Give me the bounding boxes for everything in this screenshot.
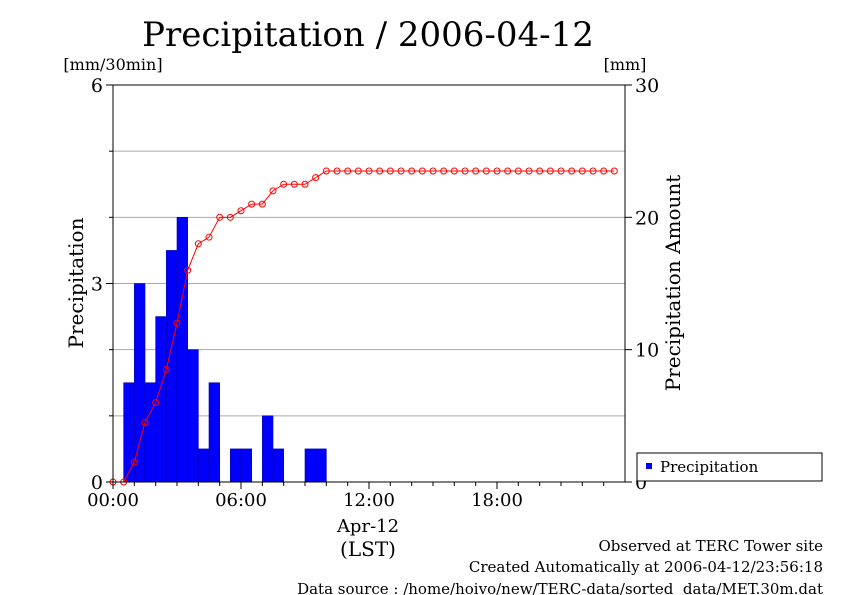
precipitation-bar (272, 448, 284, 483)
precipitation-amount-point (450, 167, 458, 175)
right-axis-unit: [mm] (604, 55, 647, 74)
precipitation-amount-point (269, 187, 277, 195)
precipitation-amount-point (130, 458, 138, 466)
precipitation-amount-point (141, 418, 149, 426)
x-axis-ticks: 00:00 06:00 12:00 18:00 (87, 482, 605, 511)
precipitation-bar (304, 448, 316, 483)
precipitation-bar (134, 283, 146, 483)
precipitation-amount-point (418, 167, 426, 175)
precipitation-amount-point (557, 167, 565, 175)
x-axis-date-label: Apr-12 (336, 516, 399, 537)
left-tick-label: 0 (91, 472, 103, 494)
precipitation-amount-point (440, 167, 448, 175)
x-tick-label: 18:00 (471, 490, 523, 511)
precipitation-amount-point (301, 180, 309, 188)
footer-observed: Observed at TERC Tower site (598, 537, 823, 555)
left-tick-label: 3 (91, 274, 103, 296)
precipitation-amount-point (258, 200, 266, 208)
legend-label: Precipitation (660, 458, 759, 476)
precipitation-amount-point (493, 167, 501, 175)
left-axis-label: Precipitation (64, 217, 88, 348)
precipitation-amount-point (472, 167, 480, 175)
precipitation-bar (240, 448, 252, 483)
precipitation-amount-point (333, 167, 341, 175)
precipitation-amount-point (184, 266, 192, 274)
precipitation-bar (144, 382, 156, 483)
precipitation-bar (155, 316, 167, 483)
right-tick-label: 10 (635, 340, 659, 362)
precipitation-amount-point (152, 399, 160, 407)
precipitation-amount-point (482, 167, 490, 175)
legend-box (636, 452, 823, 482)
x-tick-label: 06:00 (215, 490, 267, 511)
precipitation-bar (230, 448, 242, 483)
precipitation-amount-point (376, 167, 384, 175)
precipitation-amount-point (162, 366, 170, 374)
x-tick-label: 00:00 (87, 490, 139, 511)
precipitation-amount-point (546, 167, 554, 175)
precipitation-amount-point (461, 167, 469, 175)
precipitation-amount-point (408, 167, 416, 175)
left-axis-ticks: 0 3 6 (91, 75, 113, 494)
precipitation-bar (123, 382, 135, 483)
x-axis-timezone-label: (LST) (340, 537, 396, 561)
legend-swatch (646, 463, 652, 469)
precipitation-amount-point (237, 207, 245, 215)
precipitation-bar (262, 415, 274, 483)
precipitation-amount-point (173, 319, 181, 327)
precipitation-amount-point (429, 167, 437, 175)
right-axis-label: Precipitation Amount (661, 175, 685, 392)
precipitation-amount-point (504, 167, 512, 175)
right-tick-label: 30 (635, 75, 659, 97)
footer-data-source: Data source : /home/hoivo/new/TERC-data/… (297, 580, 823, 595)
precipitation-bar (198, 448, 210, 483)
precipitation-bar (208, 382, 220, 483)
precipitation-amount-point (525, 167, 533, 175)
precipitation-amount-point (216, 213, 224, 221)
precipitation-amount-point (386, 167, 394, 175)
precipitation-amount-point (322, 167, 330, 175)
precipitation-amount-point (205, 233, 213, 241)
precipitation-amount-point (589, 167, 597, 175)
right-tick-label: 20 (635, 207, 659, 229)
precipitation-amount-point (365, 167, 373, 175)
legend: Precipitation (636, 452, 823, 482)
precipitation-bar (187, 349, 199, 483)
x-tick-label: 12:00 (343, 490, 395, 511)
precipitation-amount-point (226, 213, 234, 221)
precipitation-amount-point (194, 240, 202, 248)
precipitation-amount-point (568, 167, 576, 175)
precipitation-amount-polyline (113, 170, 615, 483)
precipitation-bar (176, 217, 188, 483)
precipitation-amount-point (397, 167, 405, 175)
precipitation-bar (166, 250, 178, 483)
precipitation-amount-point (514, 167, 522, 175)
precipitation-amount-point (248, 200, 256, 208)
precipitation-amount-point (578, 167, 586, 175)
left-axis-unit: [mm/30min] (63, 55, 162, 74)
precipitation-amount-point (600, 167, 608, 175)
precipitation-bar (315, 448, 327, 483)
precipitation-amount-line (109, 167, 618, 486)
precipitation-amount-point (354, 167, 362, 175)
chart-title: Precipitation / 2006-04-12 (142, 15, 594, 55)
left-tick-label: 6 (91, 75, 103, 97)
precipitation-amount-point (280, 180, 288, 188)
precipitation-amount-point (344, 167, 352, 175)
footer-created: Created Automatically at 2006-04-12/23:5… (469, 558, 823, 576)
precipitation-amount-point (536, 167, 544, 175)
precipitation-amount-point (290, 180, 298, 188)
precipitation-amount-point (610, 167, 618, 175)
precipitation-amount-point (312, 174, 320, 182)
